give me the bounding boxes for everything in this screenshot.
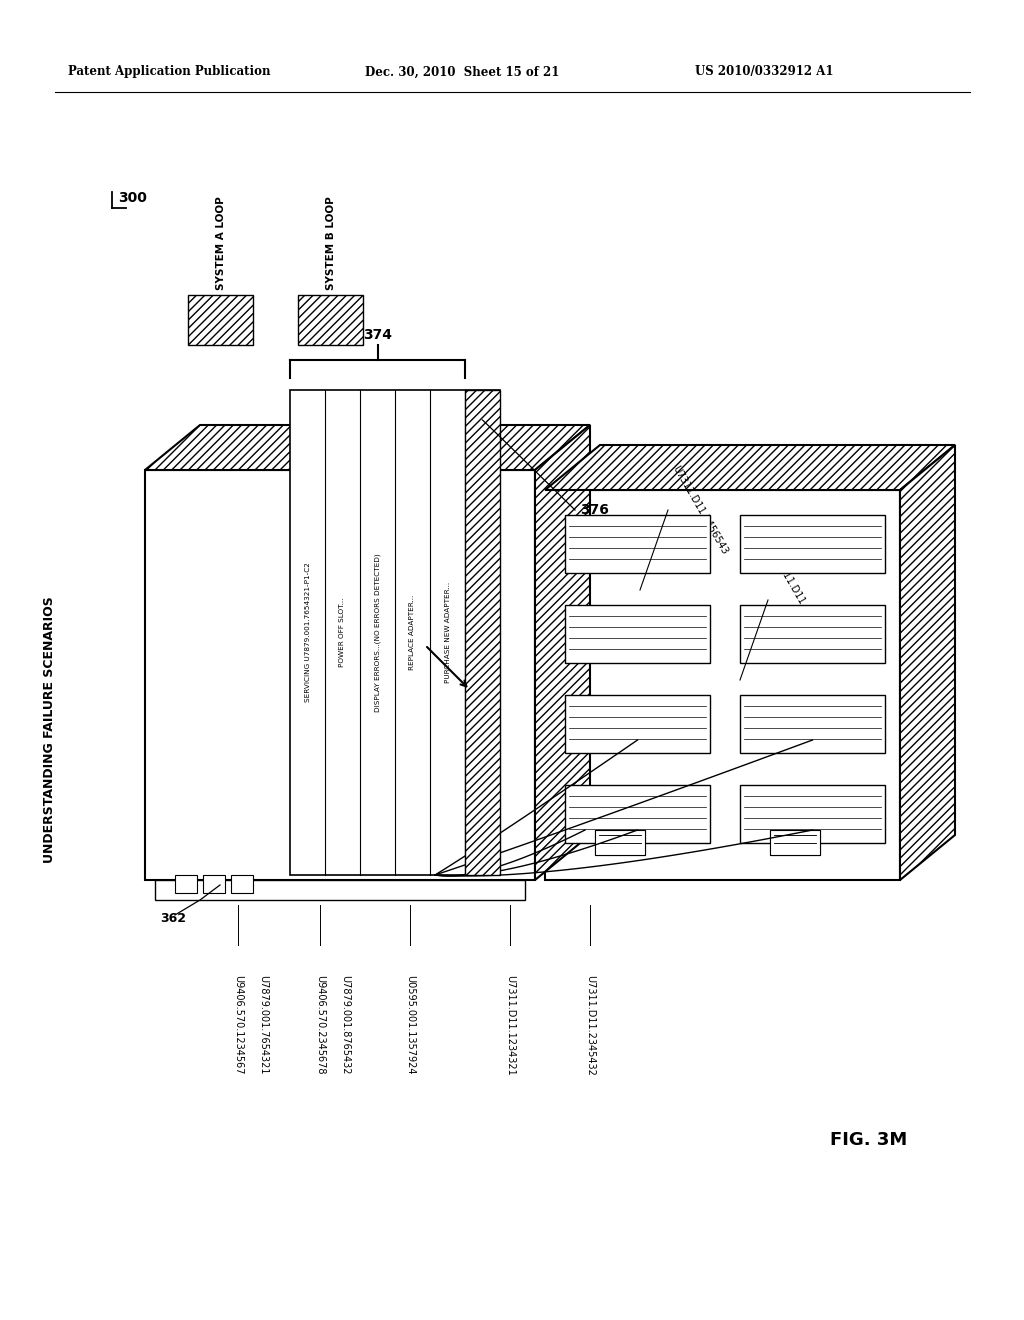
Text: SERVICING U7879.001.7654321-P1-C2: SERVICING U7879.001.7654321-P1-C2	[304, 562, 310, 702]
Bar	[465, 389, 500, 875]
Polygon shape	[900, 445, 955, 880]
Text: US 2010/0332912 A1: US 2010/0332912 A1	[695, 66, 834, 78]
Text: U7879.001.7654321: U7879.001.7654321	[258, 975, 268, 1074]
Text: SYSTEM A LOOP: SYSTEM A LOOP	[215, 197, 225, 290]
Bar	[290, 389, 500, 875]
Bar	[145, 470, 535, 880]
Text: U9406.570.1234567: U9406.570.1234567	[233, 975, 243, 1074]
Bar	[565, 696, 710, 752]
Text: U7311.D11.1234321: U7311.D11.1234321	[505, 975, 515, 1076]
Text: U7879.001.8765432: U7879.001.8765432	[340, 975, 350, 1074]
Bar	[740, 696, 885, 752]
Bar	[545, 490, 900, 880]
Text: PURCHASE NEW ADAPTER...: PURCHASE NEW ADAPTER...	[444, 582, 451, 682]
Bar	[740, 785, 885, 843]
Bar	[565, 605, 710, 663]
Text: Patent Application Publication: Patent Application Publication	[68, 66, 270, 78]
Polygon shape	[535, 425, 590, 880]
Bar	[155, 880, 525, 900]
Text: 374: 374	[362, 327, 392, 342]
Text: U7311.D11.2345432: U7311.D11.2345432	[585, 975, 595, 1076]
Text: U9406.570.2345678: U9406.570.2345678	[315, 975, 325, 1074]
Bar	[175, 875, 197, 894]
Text: 362: 362	[160, 912, 186, 924]
Bar	[203, 875, 225, 894]
Text: REPLACE ADAPTER...: REPLACE ADAPTER...	[410, 595, 416, 671]
Text: POWER OFF SLOT...: POWER OFF SLOT...	[340, 598, 345, 667]
Bar	[565, 785, 710, 843]
Bar	[740, 605, 885, 663]
Bar	[565, 515, 710, 573]
Text: U7311.D11.3456543: U7311.D11.3456543	[670, 463, 729, 556]
Bar	[740, 515, 885, 573]
Text: 376: 376	[580, 503, 609, 517]
Bar	[298, 294, 362, 345]
Bar	[770, 830, 820, 855]
Text: UNDERSTANDING FAILURE SCENARIOS: UNDERSTANDING FAILURE SCENARIOS	[43, 597, 56, 863]
Text: DISPLAY ERRORS...(NO ERRORS DETECTED): DISPLAY ERRORS...(NO ERRORS DETECTED)	[374, 553, 381, 711]
Text: FIG. 3M: FIG. 3M	[830, 1131, 907, 1148]
Polygon shape	[145, 425, 590, 470]
Text: 300: 300	[118, 191, 146, 205]
Bar	[188, 294, 253, 345]
Text: U0595.001.1357924: U0595.001.1357924	[406, 975, 415, 1074]
Text: SYSTEM B LOOP: SYSTEM B LOOP	[326, 197, 336, 290]
Bar	[595, 830, 645, 855]
Text: Dec. 30, 2010  Sheet 15 of 21: Dec. 30, 2010 Sheet 15 of 21	[365, 66, 559, 78]
Bar	[770, 830, 820, 855]
Bar	[231, 875, 253, 894]
Bar	[595, 830, 645, 855]
Text: U7311.D11.4567654: U7311.D11.4567654	[770, 554, 829, 647]
Polygon shape	[545, 445, 955, 490]
